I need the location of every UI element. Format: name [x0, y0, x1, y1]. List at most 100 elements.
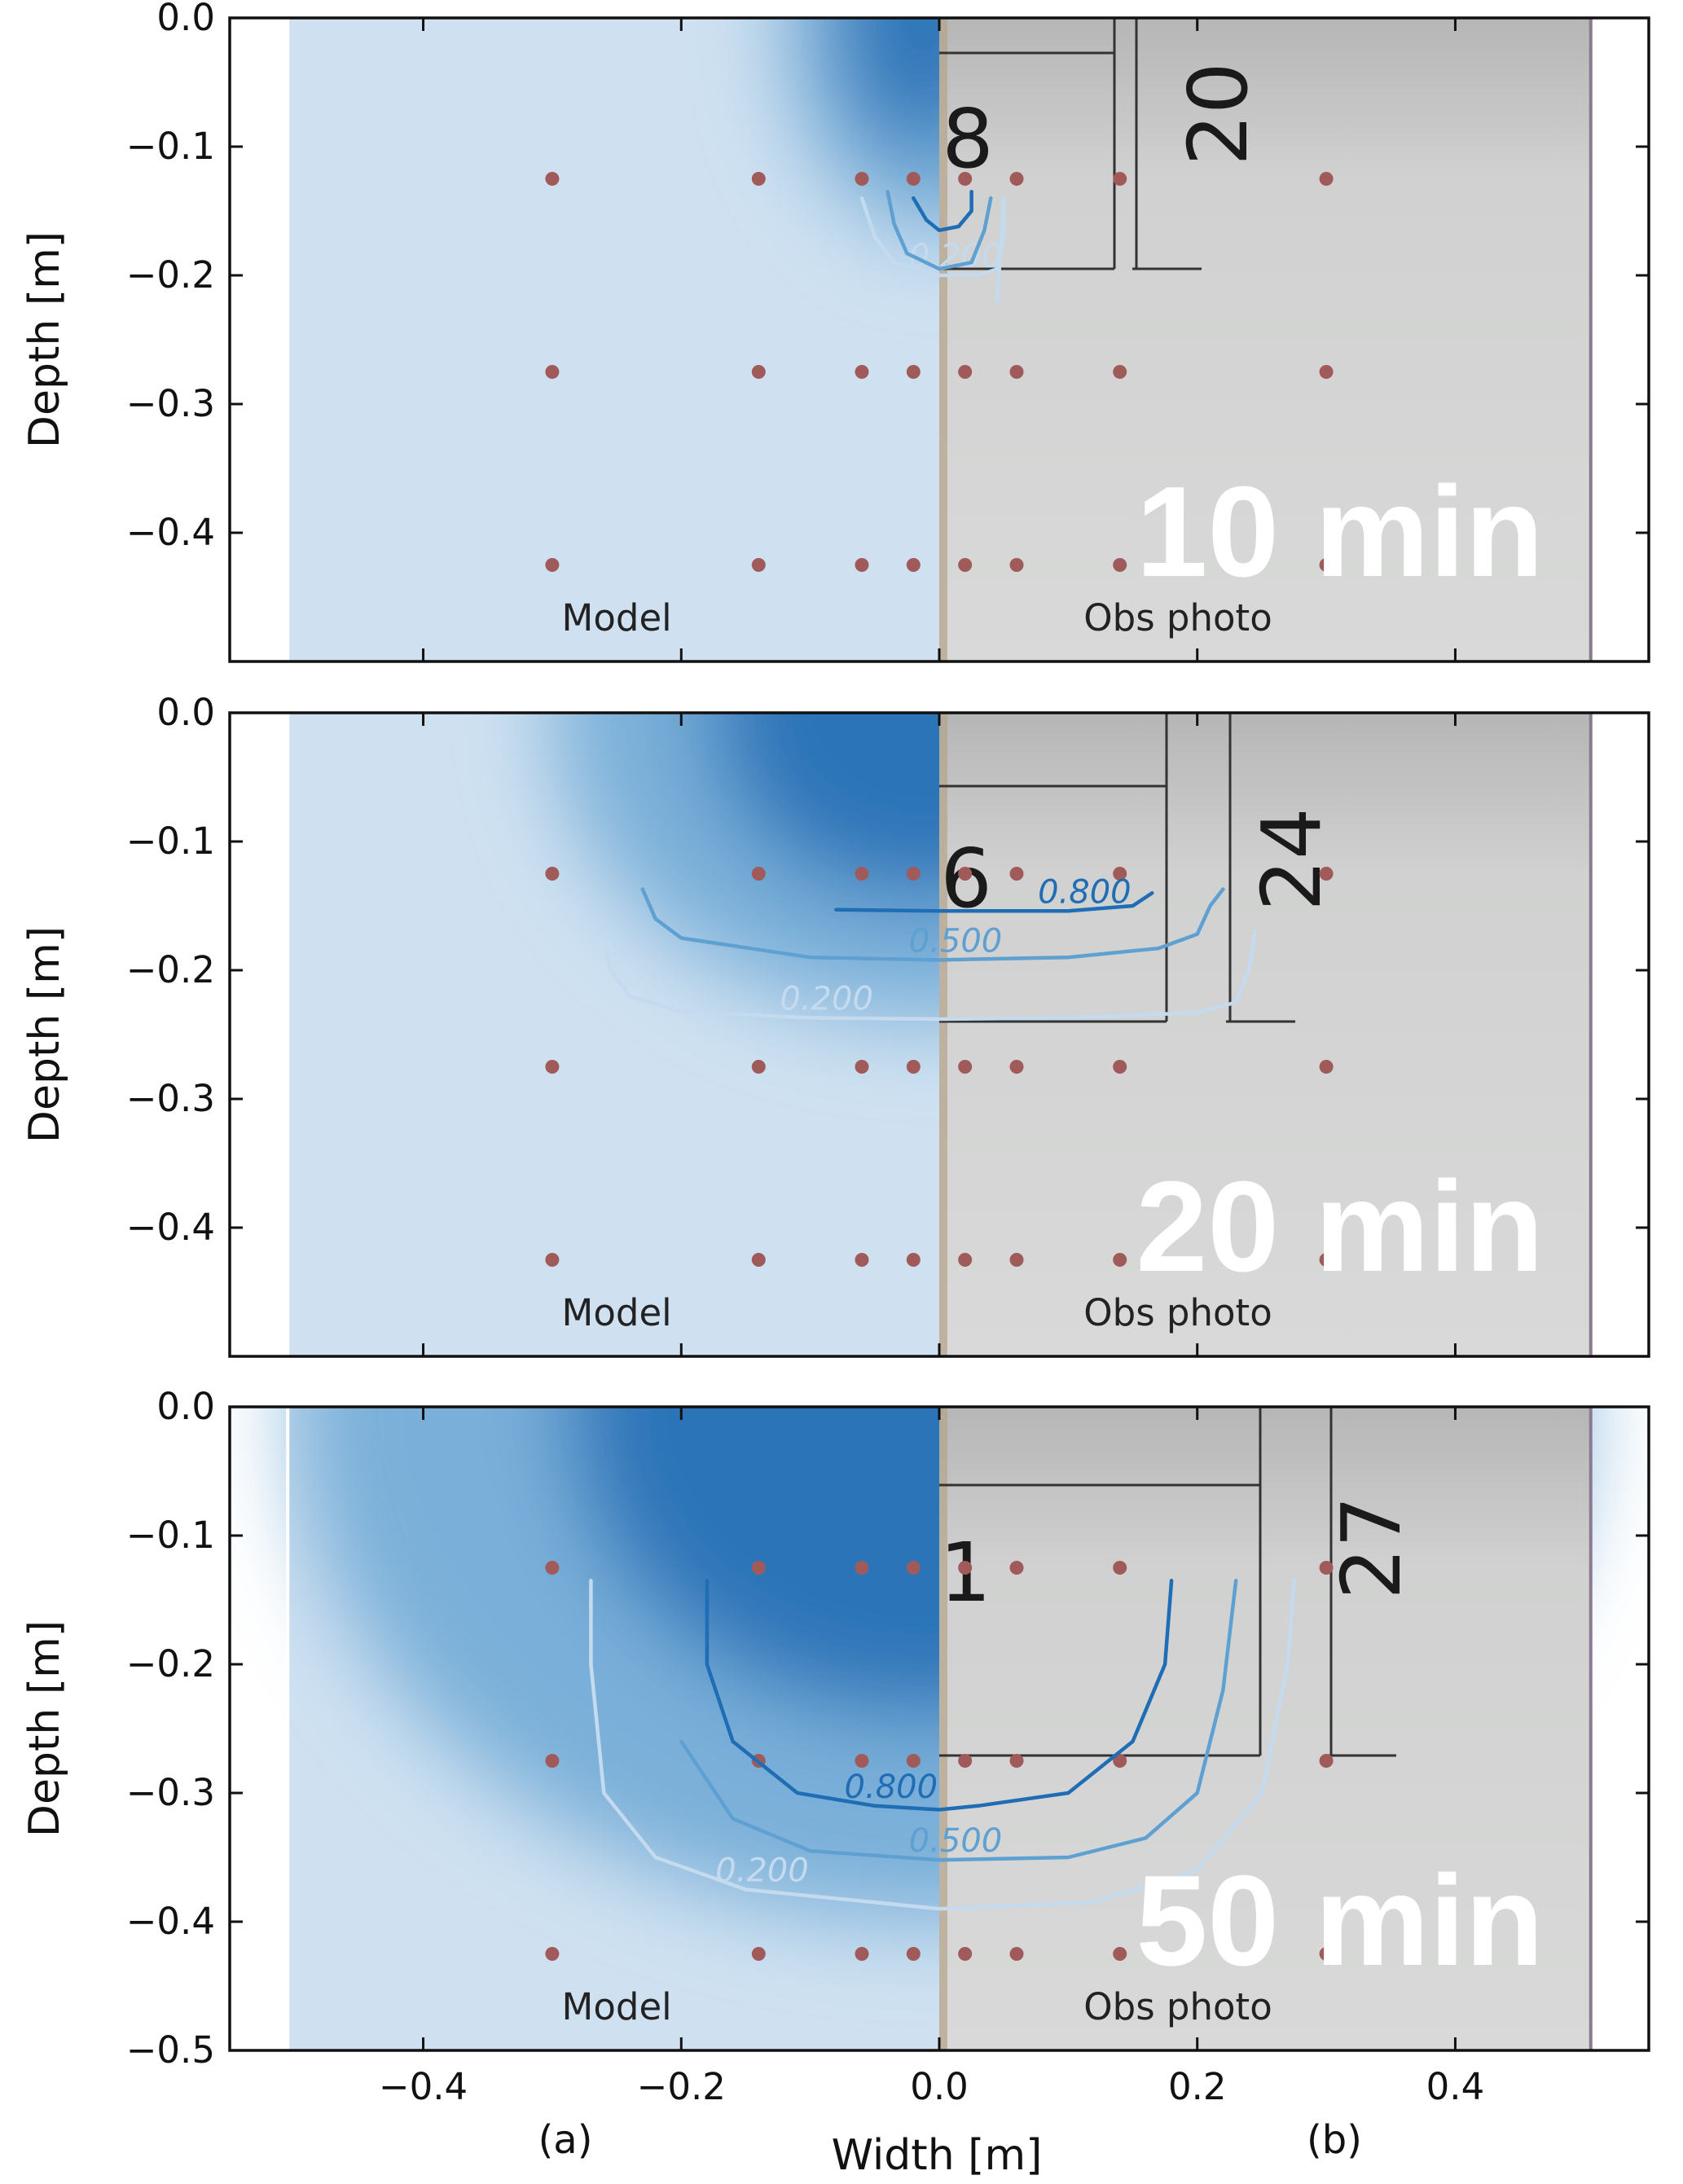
sensor-point — [958, 1754, 973, 1768]
sensor-point — [1113, 558, 1127, 572]
contour-label-0.8: 0.800 — [845, 1769, 938, 1806]
sensor-point — [855, 558, 869, 572]
ruler-lines — [939, 18, 1116, 270]
contour-label-0.8: 0.800 — [1038, 873, 1132, 911]
sensor-point — [1319, 365, 1334, 379]
y-tick-label: −0.2 — [126, 253, 215, 297]
sensor-point — [545, 365, 560, 379]
sensor-point — [1009, 1253, 1024, 1267]
contour-0.2 — [589, 1579, 1296, 1911]
sensor-point — [1009, 1561, 1024, 1575]
x-tick-label: 0.0 — [910, 2065, 969, 2108]
sensor-point — [545, 1754, 560, 1768]
sensor-point — [1009, 365, 1024, 379]
y-tick-label: −0.4 — [126, 1900, 215, 1943]
y-tick-label: −0.1 — [126, 1514, 215, 1557]
photo-ruler — [939, 18, 1202, 270]
model-label: Model — [562, 1291, 672, 1334]
model-label: Model — [562, 596, 672, 639]
sensor-point — [751, 558, 766, 572]
sensor-point — [1319, 172, 1334, 186]
sensor-point — [906, 1060, 921, 1074]
sensor-point — [906, 867, 921, 881]
sensor-points — [545, 867, 1334, 1267]
contour-label-0.2: 0.200 — [715, 1852, 809, 1890]
sensor-point — [751, 365, 766, 379]
tank-seam — [939, 713, 947, 1356]
obs-photo-background — [939, 1407, 1591, 2050]
tank-seam — [939, 1407, 947, 2050]
sensor-point — [958, 1253, 973, 1267]
y-tick-label: 0.0 — [156, 0, 215, 39]
sensor-point — [906, 1561, 921, 1575]
sensor-point — [1113, 172, 1127, 186]
sensor-point — [751, 172, 766, 186]
y-tick-label: −0.5 — [126, 2028, 215, 2072]
ruler-lines-2 — [1327, 1407, 1396, 1757]
sensor-points — [545, 172, 1334, 572]
sensor-point — [855, 1060, 869, 1074]
y-tick-label: 0.0 — [156, 1385, 215, 1428]
y-axis-label: Depth [m] — [20, 926, 69, 1143]
time-label: 20 min — [1136, 1155, 1544, 1299]
sensor-point — [906, 1253, 921, 1267]
sensor-point — [1319, 558, 1334, 572]
sensor-point — [855, 1754, 869, 1768]
sensor-point — [958, 1060, 973, 1074]
sensor-point — [855, 1561, 869, 1575]
sensor-point — [545, 1253, 560, 1267]
sensor-point — [1113, 365, 1127, 379]
y-tick-label: −0.2 — [126, 1642, 215, 1685]
sensor-point — [545, 1947, 560, 1961]
sensor-point — [1319, 1060, 1334, 1074]
sensor-point — [1113, 1060, 1127, 1074]
sensor-point — [1009, 1754, 1024, 1768]
y-tick-label: −0.2 — [126, 948, 215, 991]
y-axis-label: Depth [m] — [20, 231, 69, 448]
contour-0.8 — [705, 1579, 1174, 1812]
contour-0.5 — [885, 190, 993, 271]
y-tick-label: −0.3 — [126, 1771, 215, 1814]
sensor-point — [545, 1060, 560, 1074]
sensor-point — [958, 172, 973, 186]
y-tick-label: −0.4 — [126, 511, 215, 554]
sensor-point — [906, 365, 921, 379]
sensor-point — [1319, 1253, 1334, 1267]
sensor-point — [855, 867, 869, 881]
sensor-point — [855, 1253, 869, 1267]
sublabel-a: (a) — [538, 2117, 593, 2163]
x-tick-label: −0.4 — [379, 2065, 468, 2108]
sensor-point — [1319, 1947, 1334, 1961]
ruler-lines-2 — [1132, 18, 1202, 270]
sensor-point — [545, 558, 560, 572]
sensor-point — [958, 558, 973, 572]
sensor-point — [906, 558, 921, 572]
sensor-point — [1319, 867, 1334, 881]
ruler-lines-2 — [1226, 713, 1295, 1023]
sensor-point — [1319, 1561, 1334, 1575]
sensor-point — [545, 1561, 560, 1575]
sensor-point — [545, 172, 560, 186]
sensor-point — [906, 1947, 921, 1961]
sublabel-b: (b) — [1307, 2117, 1362, 2163]
time-label: 10 min — [1136, 460, 1544, 604]
sensor-point — [855, 172, 869, 186]
sensor-point — [1009, 1060, 1024, 1074]
photo-ruler — [939, 713, 1295, 1023]
sensor-point — [906, 1754, 921, 1768]
ruler-number-right: 27 — [1324, 1496, 1419, 1599]
ruler-number-right: 20 — [1171, 62, 1266, 165]
y-tick-label: −0.3 — [126, 1077, 215, 1120]
y-axis-label: Depth [m] — [20, 1620, 69, 1837]
sensor-point — [751, 1253, 766, 1267]
sensor-point — [545, 867, 560, 881]
sensor-point — [1113, 1754, 1127, 1768]
sensor-point — [751, 867, 766, 881]
contour-0.8 — [912, 190, 973, 232]
obs-photo-label: Obs photo — [1083, 596, 1272, 639]
sensor-point — [1113, 1561, 1127, 1575]
